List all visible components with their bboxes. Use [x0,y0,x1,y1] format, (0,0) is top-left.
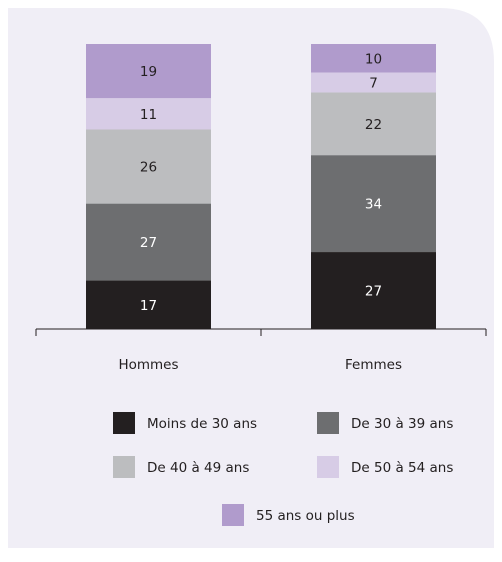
legend-label: De 30 à 39 ans [351,416,453,432]
bar-segment [311,92,436,156]
x-tick-label: Femmes [345,357,402,373]
legend-label: De 50 à 54 ans [351,460,453,476]
x-tick-label: Hommes [118,357,178,373]
legend-swatch [113,412,135,434]
legend-swatch [317,456,339,478]
value-label: 27 [365,284,382,300]
value-label: 10 [365,51,382,67]
value-label: 19 [140,64,157,80]
bar-segment [311,252,436,329]
value-label: 26 [140,160,157,176]
bar-segment [311,155,436,253]
value-label: 27 [140,235,157,251]
legend-swatch [317,412,339,434]
legend-label: Moins de 30 ans [147,416,257,432]
value-label: 17 [140,298,157,314]
bar-segment [86,44,211,99]
bar-segment [311,44,436,73]
bar-segment [311,72,436,93]
legend-swatch [222,504,244,526]
bar-segment [86,98,211,130]
value-label: 7 [369,75,378,91]
value-label: 11 [140,107,157,123]
bar-segment [86,280,211,329]
bar-segment [86,129,211,204]
legend-label: De 40 à 49 ans [147,460,249,476]
bar-segment [86,203,211,281]
value-label: 22 [365,117,382,133]
legend-swatch [113,456,135,478]
value-label: 34 [365,197,382,213]
legend-label: 55 ans ou plus [256,508,355,524]
